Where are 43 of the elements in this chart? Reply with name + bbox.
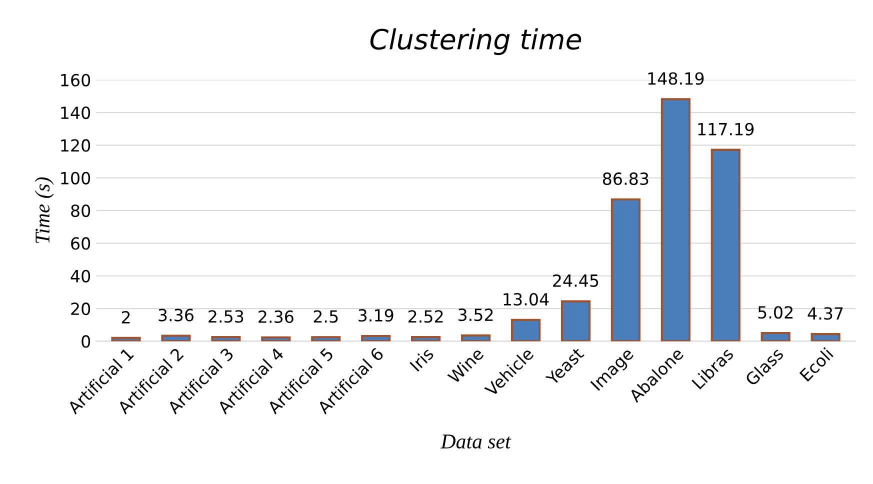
bar <box>560 300 591 342</box>
data-label: 117.19 <box>698 122 754 136</box>
data-label: 13.04 <box>504 292 549 306</box>
bar <box>710 148 740 342</box>
data-label: 86.83 <box>602 172 648 186</box>
y-tick-label: 140 <box>61 106 90 120</box>
x-axis-title: Data set <box>440 434 512 449</box>
data-label: 2.53 <box>208 310 244 323</box>
data-label: 24.45 <box>553 274 598 287</box>
y-tick-label: 100 <box>61 172 90 184</box>
data-label: 3.52 <box>458 308 493 322</box>
y-tick-label: 80 <box>71 204 90 218</box>
x-tick-label: Iris <box>409 346 434 372</box>
data-label: 148.19 <box>648 72 704 85</box>
y-tick-label: 120 <box>61 139 90 152</box>
bar <box>111 336 141 342</box>
y-axis-title: Time (s) <box>34 177 54 244</box>
y-tick-label: 20 <box>71 302 90 316</box>
bar <box>161 334 191 342</box>
data-label: 2.52 <box>408 310 443 323</box>
bar <box>610 198 640 342</box>
y-tick-label: 0 <box>82 335 90 348</box>
chart-title: Clustering time <box>370 28 582 56</box>
bar <box>311 336 341 342</box>
bar <box>261 336 291 342</box>
data-label: 3.36 <box>158 308 194 322</box>
y-tick-label: 60 <box>71 237 90 250</box>
bar <box>660 98 690 342</box>
data-label: 3.19 <box>358 309 394 322</box>
data-label: 5.02 <box>758 306 792 319</box>
data-label: 4.37 <box>808 307 843 320</box>
y-tick-label: 160 <box>61 74 90 86</box>
y-tick-label: 40 <box>70 270 90 282</box>
bar <box>510 318 541 342</box>
bar <box>211 336 241 342</box>
bar <box>760 332 790 342</box>
bar <box>810 333 840 342</box>
data-label: 2.36 <box>258 310 294 324</box>
data-label: 2.5 <box>314 310 338 323</box>
bar <box>461 334 491 342</box>
bar <box>411 336 441 342</box>
data-label: 2 <box>122 311 130 324</box>
bar <box>361 334 391 342</box>
